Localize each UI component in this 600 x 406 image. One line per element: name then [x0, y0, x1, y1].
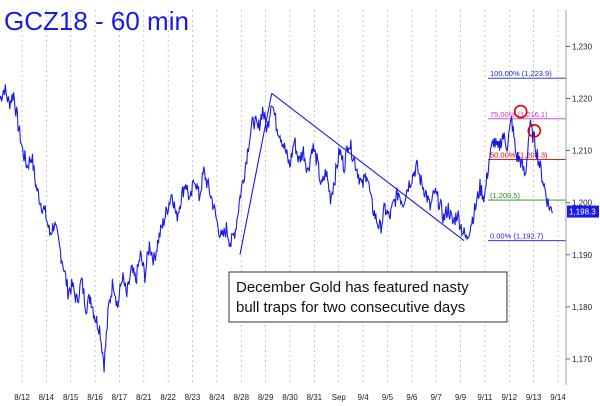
- annotation: December Gold has featured nasty bull tra…: [228, 271, 508, 323]
- y-tick-label: 1,210: [572, 147, 593, 156]
- x-tick-label: 8/31: [307, 393, 323, 402]
- y-tick-label: 1,200: [572, 199, 593, 208]
- x-tick-label: 9/14: [550, 393, 566, 402]
- fib-levels: 100.00% (1,223.9) 75.00% (1,216.1) 50.00% …: [488, 69, 566, 242]
- trendlines: [239, 92, 465, 255]
- annotation-text: December Gold has featured nasty: [236, 279, 469, 296]
- last-price-label: 1,198.3: [569, 208, 596, 217]
- price-series: [0, 84, 553, 373]
- y-tick-label: 1,230: [572, 42, 593, 51]
- x-tick-label: 8/30: [282, 393, 298, 402]
- chart-title: GCZ18 - 60 min: [4, 6, 189, 36]
- x-tick-label: 8/17: [112, 393, 128, 402]
- bull-trap-marker: [527, 124, 542, 138]
- y-axis: 1,170 1,180 1,190 1,200 1,210 1,220 1,230: [565, 10, 593, 385]
- x-tick-label: 8/16: [87, 393, 103, 402]
- x-tick-label: 9/11: [477, 393, 493, 402]
- x-tick-label: 8/21: [136, 393, 152, 402]
- x-tick-label: 9/4: [358, 393, 370, 402]
- y-tick-label: 1,170: [572, 355, 593, 364]
- x-tick-label: 9/5: [382, 393, 394, 402]
- y-tick-label: 1,180: [572, 303, 593, 312]
- y-tick-label: 1,190: [572, 251, 593, 260]
- x-tick-label: 8/28: [233, 393, 249, 402]
- x-tick-label: 9/13: [526, 393, 542, 402]
- x-tick-label: 8/22: [160, 393, 176, 402]
- last-price-tag: [567, 205, 599, 218]
- trendline: [271, 92, 465, 242]
- fib-label: 0.00% (1,192.7): [490, 232, 544, 241]
- x-tick-label: 8/23: [185, 393, 201, 402]
- price-line: [0, 84, 553, 373]
- annotation-box: [228, 271, 508, 323]
- markers: [513, 104, 542, 138]
- x-tick-label: 8/12: [14, 393, 30, 402]
- bull-trap-marker: [513, 104, 528, 119]
- x-tick-label: 9/9: [455, 393, 467, 402]
- fib-label: (1,200.5): [490, 191, 521, 200]
- fib-label: 75.00% (1,216.1): [490, 110, 548, 119]
- annotation-text: bull traps for two consecutive days: [236, 299, 465, 316]
- x-tick-label: 8/15: [63, 393, 79, 402]
- x-axis: 8/12 8/14 8/15 8/16 8/17 8/21 8/22 8/23 8/24 8/28…: [14, 393, 566, 402]
- x-tick-label: 8/24: [209, 393, 225, 402]
- y-tick-label: 1,220: [572, 95, 593, 104]
- trendline: [239, 93, 273, 255]
- fib-label: 50.00% (1,208.3): [490, 150, 548, 159]
- x-tick-label: 9/7: [431, 393, 443, 402]
- last-price: 1,198.3: [567, 205, 599, 218]
- x-tick-label: 9/12: [501, 393, 517, 402]
- x-tick-label: Sep: [332, 393, 347, 402]
- x-tick-label: 9/6: [406, 393, 418, 402]
- x-tick-label: 8/29: [258, 393, 274, 402]
- x-tick-label: 8/14: [39, 393, 55, 402]
- fib-label: 100.00% (1,223.9): [490, 69, 552, 78]
